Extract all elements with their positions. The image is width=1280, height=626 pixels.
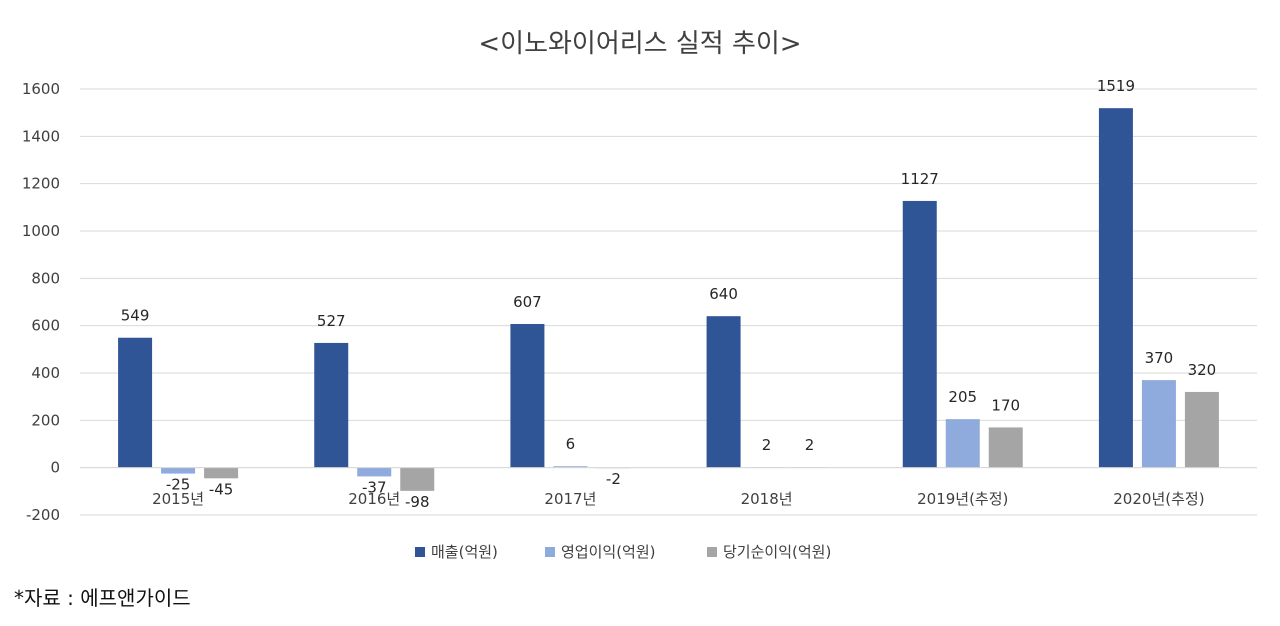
bar [314, 342, 349, 468]
legend-swatch [545, 547, 555, 557]
y-tick-label: -200 [26, 506, 60, 524]
bar [118, 337, 153, 468]
data-label: 549 [121, 307, 150, 325]
bar [988, 427, 1023, 468]
data-label: 205 [948, 388, 977, 406]
bar [706, 316, 741, 468]
y-tick-label: 400 [31, 364, 60, 382]
y-tick-label: 200 [31, 411, 60, 429]
data-label: 1127 [901, 170, 939, 188]
data-label: 320 [1188, 361, 1217, 379]
data-label: 1519 [1097, 77, 1135, 95]
y-tick-label: 1000 [22, 222, 60, 240]
bar [902, 200, 937, 468]
data-label: -2 [606, 470, 621, 488]
bar [204, 467, 239, 479]
bar [400, 467, 435, 491]
data-label: 170 [991, 396, 1020, 414]
x-axis: 2015년 2016년 2017년 2018년 2019년(추정) 2020년(추정) [80, 467, 1257, 508]
bars [118, 108, 1219, 491]
gridlines [80, 88, 1257, 516]
data-label: 2 [805, 436, 815, 454]
legend-label: 당기순이익(억원) [723, 543, 831, 561]
bar [510, 324, 545, 468]
x-tick-label: 2018년 [741, 490, 793, 508]
legend-swatch [415, 547, 425, 557]
y-tick-label: 1600 [22, 80, 60, 98]
legend-label: 매출(억원) [431, 543, 498, 561]
y-tick-label: 0 [50, 459, 60, 477]
bar [1184, 391, 1219, 468]
data-label: 370 [1145, 349, 1174, 367]
x-tick-label: 2019년(추정) [917, 490, 1008, 508]
x-tick-label: 2015년 [152, 490, 204, 508]
legend: 매출(억원) 영업이익(억원) 당기순이익(억원) [415, 543, 831, 561]
data-labels: 549 -25 -45 527 -37 -98 607 6 -2 640 2 2 1127 205 170 1… [121, 77, 1216, 511]
y-tick-label: 800 [31, 269, 60, 287]
data-label: 640 [709, 285, 738, 303]
data-label: 527 [317, 312, 346, 330]
data-label: 607 [513, 293, 542, 311]
bar-chart: <이노와이어리스 실적 추이> -200 0 200 400 600 800 1000 120… [22, 29, 1257, 561]
bar [553, 466, 588, 468]
y-axis: -200 0 200 400 600 800 1000 1200 1400 1600 [22, 80, 60, 524]
data-label: 6 [566, 435, 576, 453]
legend-label: 영업이익(억원) [561, 543, 656, 561]
y-tick-label: 600 [31, 317, 60, 335]
y-tick-label: 1200 [22, 175, 60, 193]
bar [1141, 380, 1176, 468]
bar [357, 467, 392, 477]
data-label: -25 [166, 476, 191, 494]
x-tick-label: 2020년(추정) [1113, 490, 1204, 508]
source-note: *자료 : 에프앤가이드 [14, 586, 191, 610]
legend-swatch [707, 547, 717, 557]
data-label: 2 [762, 436, 772, 454]
x-tick-label: 2016년 [348, 490, 400, 508]
bar [1098, 108, 1133, 468]
y-tick-label: 1400 [22, 127, 60, 145]
x-tick-label: 2017년 [544, 490, 596, 508]
data-label: -45 [209, 480, 234, 498]
bar [161, 467, 196, 474]
data-label: -98 [405, 493, 430, 511]
bar [945, 419, 980, 468]
data-label: -37 [362, 478, 387, 496]
chart-title: <이노와이어리스 실적 추이> [478, 29, 801, 59]
